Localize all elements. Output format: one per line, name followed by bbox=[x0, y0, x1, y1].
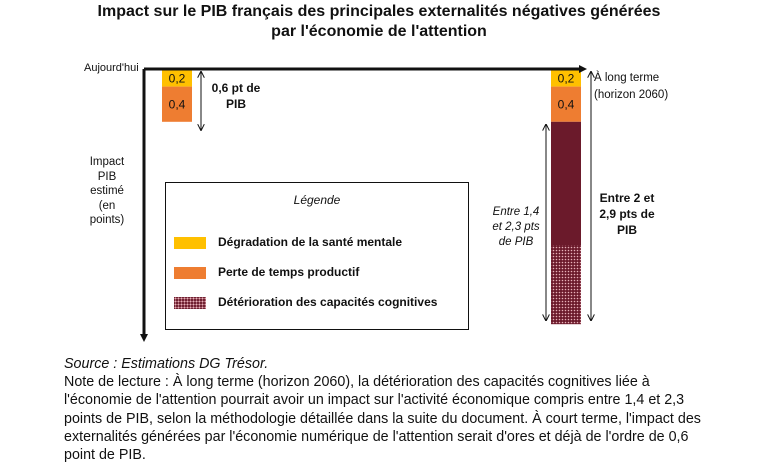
bar-cognitive-1 bbox=[551, 121, 581, 245]
bar-mental-health-1 bbox=[551, 69, 581, 87]
cognitive-range-line1: Entre 1,4 bbox=[492, 206, 540, 218]
reading-note: Source : Estimations DG Trésor. Note de … bbox=[64, 355, 704, 464]
legend-swatch-cognitive bbox=[174, 297, 206, 309]
data-label-productive-time-1: 0,4 bbox=[558, 98, 575, 112]
cognitive-range-line3: de PIB bbox=[498, 236, 534, 248]
long-term-label-line1: À long terme bbox=[594, 72, 660, 84]
legend-label-productive-time: Perte de temps productif bbox=[218, 265, 360, 279]
bar-productive-time-1 bbox=[551, 86, 581, 122]
y-axis-label-line1: Impact bbox=[89, 156, 125, 168]
y-axis-label-line3: estimé bbox=[90, 185, 124, 197]
today-total-line1: 0,6 pt de bbox=[211, 81, 261, 95]
legend: Légende Dégradation de la santé mentale … bbox=[165, 182, 469, 330]
today-total-line2: PIB bbox=[225, 97, 246, 111]
data-label-mental-health-1: 0,2 bbox=[558, 71, 575, 85]
cognitive-range-line2: et 2,3 pts bbox=[492, 221, 540, 233]
y-axis-label-line4: (en bbox=[98, 199, 116, 212]
chart-title: Impact sur le PIB français des principal… bbox=[0, 2, 758, 42]
legend-label-mental-health: Dégradation de la santé mentale bbox=[218, 235, 403, 249]
data-label-productive-time-0: 0,4 bbox=[169, 98, 186, 112]
bar-cognitive-range-1 bbox=[551, 245, 581, 325]
legend-title: Légende bbox=[293, 193, 341, 207]
chart-title-line2: par l'économie de l'attention bbox=[271, 23, 487, 40]
y-axis-label-line2: PIB bbox=[97, 170, 117, 183]
source-line: Source : Estimations DG Trésor. bbox=[64, 356, 269, 372]
bar-mental-health-0 bbox=[162, 69, 192, 87]
data-label-mental-health-0: 0,2 bbox=[169, 71, 186, 85]
long-term-total-annotation: Entre 2 et 2,9 pts de PIB bbox=[592, 190, 662, 238]
y-axis-label: Impact PIB estimé (en points) bbox=[82, 155, 132, 228]
long-term-label-line2: (horizon 2060) bbox=[594, 89, 669, 101]
long-term-total-line2: 2,9 pts de bbox=[599, 207, 655, 221]
legend-label-cognitive: Détérioration des capacités cognitives bbox=[218, 295, 438, 309]
chart-title-line1: Impact sur le PIB français des principal… bbox=[97, 3, 661, 20]
today-total-annotation: 0,6 pt de PIB bbox=[204, 80, 268, 112]
legend-swatch-productive-time bbox=[174, 267, 206, 279]
long-term-total-line3: PIB bbox=[616, 223, 637, 237]
bars-group: 0,2 0,4 0,2 0,4 bbox=[162, 69, 581, 325]
legend-swatch-mental-health bbox=[174, 237, 206, 249]
bar-productive-time-0 bbox=[162, 86, 192, 122]
note-text: Note de lecture : À long terme (horizon … bbox=[64, 374, 701, 464]
cognitive-range-annotation: Entre 1,4 et 2,3 pts de PIB bbox=[486, 205, 546, 250]
long-term-total-line1: Entre 2 et bbox=[599, 191, 655, 205]
axes-group bbox=[140, 65, 591, 342]
y-axis-label-line5: points) bbox=[89, 214, 125, 226]
today-label: Aujourd'hui bbox=[84, 62, 139, 74]
